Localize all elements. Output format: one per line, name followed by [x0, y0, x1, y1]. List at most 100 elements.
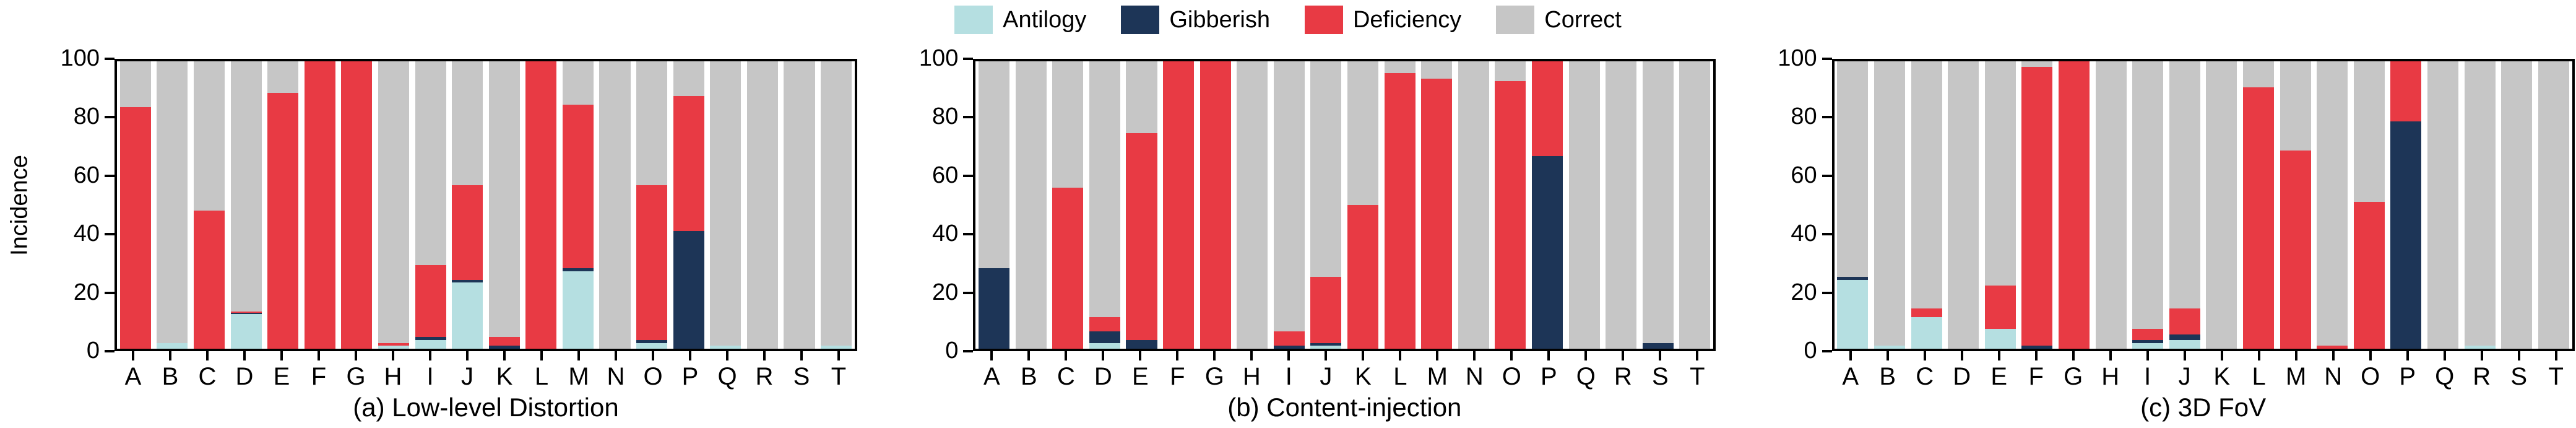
bar-segment-correct	[1568, 61, 1600, 349]
stacked-bar-I	[1273, 61, 1305, 349]
y-tick-mark	[105, 116, 115, 119]
x-axis-label: Q	[717, 363, 737, 390]
y-tick-label: 100	[1778, 45, 1817, 71]
bar-slot-K	[486, 61, 523, 349]
bar-slot-O	[2351, 61, 2388, 349]
legend-item-antilogy: Antilogy	[954, 6, 1086, 34]
x-axis-label: I	[1285, 363, 1292, 390]
bar-segment-correct	[821, 61, 852, 346]
bar-segment-deficiency	[341, 61, 373, 349]
stacked-bar-A	[979, 61, 1010, 349]
bar-segment-deficiency	[1347, 205, 1379, 349]
x-axis-label: E	[273, 363, 290, 390]
x-axis-label: P	[1540, 363, 1557, 390]
x-tick-mark	[132, 351, 134, 360]
stacked-bar-A	[1837, 61, 1869, 349]
bar-slot-I	[1271, 61, 1308, 349]
bar-slot-K	[2203, 61, 2241, 349]
bar-segment-correct	[1052, 61, 1084, 188]
bar-segment-deficiency	[2021, 67, 2053, 346]
bar-segment-antilogy	[1089, 343, 1120, 349]
bar-segment-gibberish	[1089, 331, 1120, 343]
stacked-bar-L	[1384, 61, 1416, 349]
bar-segment-deficiency	[525, 61, 557, 349]
stacked-bar-M	[2280, 61, 2311, 349]
bar-segment-deficiency	[1163, 61, 1195, 349]
bar-segment-correct	[1458, 61, 1489, 349]
x-tick-mark	[1659, 351, 1662, 360]
bar-slot-L	[1381, 61, 1419, 349]
stacked-bar-C	[193, 61, 225, 349]
bar-segment-gibberish	[2132, 340, 2164, 343]
stacked-bar-S	[784, 61, 815, 349]
x-axis-label: P	[2399, 363, 2416, 390]
stacked-bar-Q	[1568, 61, 1600, 349]
bar-segment-deficiency	[2280, 150, 2311, 349]
bar-slot-R	[1602, 61, 1640, 349]
y-tick-label: 80	[932, 103, 959, 130]
bar-segment-antilogy	[1874, 346, 1906, 349]
stacked-bar-Q	[2427, 61, 2458, 349]
bar-segment-antilogy	[415, 340, 446, 349]
bar-segment-correct	[1948, 61, 1979, 349]
bar-slot-E	[1123, 61, 1160, 349]
stacked-bar-I	[2132, 61, 2164, 349]
x-axis-label: E	[1990, 363, 2007, 390]
bar-slot-S	[2498, 61, 2535, 349]
stacked-bar-N	[1458, 61, 1489, 349]
bar-segment-deficiency	[673, 95, 704, 231]
x-tick-mark	[1886, 351, 1889, 360]
stacked-bar-K	[1347, 61, 1379, 349]
stacked-bar-T	[821, 61, 852, 349]
bar-slot-A	[975, 61, 1013, 349]
x-tick-mark	[1473, 351, 1476, 360]
bar-segment-correct	[2021, 61, 2053, 68]
bar-segment-correct	[2206, 61, 2237, 349]
y-tick-mark	[963, 58, 974, 60]
bar-slot-C	[1908, 61, 1945, 349]
bar-segment-antilogy	[1911, 317, 1942, 349]
x-tick-mark	[2332, 351, 2335, 360]
x-tick-mark	[1250, 351, 1253, 360]
legend-swatch-deficiency	[1304, 6, 1343, 34]
x-axis-label: B	[1879, 363, 1896, 390]
x-tick-mark	[1510, 351, 1513, 360]
bar-segment-deficiency	[1495, 81, 1526, 349]
panel-caption: (b) Content-injection	[1227, 393, 1462, 422]
y-tick-mark	[105, 58, 115, 60]
x-axis-label: N	[2324, 363, 2343, 390]
bar-slot-T	[818, 61, 855, 349]
x-tick-mark	[1997, 351, 2000, 360]
x-tick-mark	[652, 351, 654, 360]
bar-segment-deficiency	[562, 104, 594, 269]
x-tick-mark	[1065, 351, 1068, 360]
bar-segment-correct	[2317, 61, 2348, 346]
x-tick-mark	[990, 351, 993, 360]
x-axis-label: O	[1502, 363, 1521, 390]
stacked-bar-P	[1532, 61, 1563, 349]
bar-slot-N	[2314, 61, 2351, 349]
stacked-bar-H	[2095, 61, 2127, 349]
bar-segment-deficiency	[1199, 61, 1231, 349]
bar-segment-correct	[1911, 61, 1942, 309]
bar-segment-antilogy	[1310, 346, 1342, 349]
bar-segment-antilogy	[2132, 343, 2164, 349]
x-axis-label: G	[346, 363, 366, 390]
stacked-bar-S	[1642, 61, 1674, 349]
bar-segment-correct	[193, 61, 225, 211]
bar-segment-gibberish	[1310, 343, 1342, 346]
bar-segment-gibberish	[1532, 156, 1563, 349]
x-axis-label: Q	[1576, 363, 1596, 390]
bar-segment-correct	[2132, 61, 2164, 329]
bar-segment-correct	[2095, 61, 2127, 349]
bar-segment-deficiency	[1273, 331, 1305, 346]
stacked-bar-F	[1163, 61, 1195, 349]
bar-segment-correct	[1606, 61, 1637, 349]
bar-segment-antilogy	[452, 282, 483, 349]
stacked-bar-R	[1606, 61, 1637, 349]
x-tick-mark	[1139, 351, 1142, 360]
bar-segment-correct	[1984, 61, 2016, 286]
y-tick-mark	[963, 116, 974, 119]
stacked-bar-R	[2464, 61, 2496, 349]
bar-slot-M	[560, 61, 597, 349]
